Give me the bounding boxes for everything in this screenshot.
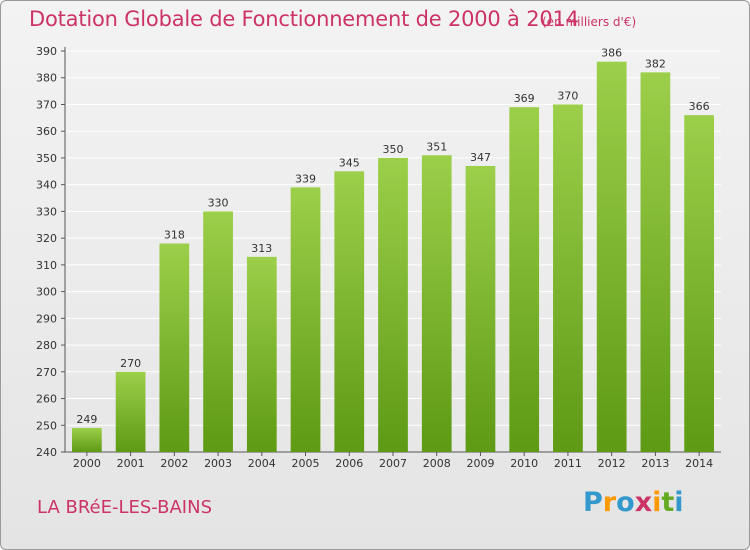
x-tick-label: 2003 — [204, 457, 232, 470]
bar — [378, 157, 408, 452]
y-tick-label: 320 — [36, 232, 57, 245]
x-tick-label: 2014 — [685, 457, 713, 470]
bar — [465, 165, 496, 452]
bar — [684, 115, 715, 452]
logo-letter: r — [602, 487, 617, 518]
bar — [159, 243, 190, 452]
bar-value-label: 382 — [645, 57, 666, 70]
bar-value-label: 330 — [208, 196, 229, 209]
bar-value-label: 345 — [339, 156, 360, 169]
y-tick-label: 270 — [36, 366, 57, 379]
x-tick-label: 2002 — [160, 457, 188, 470]
bar — [290, 187, 321, 452]
chart-title: Dotation Globale de Fonctionnement de 20… — [29, 7, 579, 31]
x-tick-label: 2009 — [466, 457, 494, 470]
logo-letter: P — [583, 487, 603, 518]
x-tick-label: 2004 — [248, 457, 276, 470]
bar-value-label: 351 — [426, 140, 447, 153]
x-tick-label: 2006 — [335, 457, 363, 470]
y-tick-label: 290 — [36, 312, 57, 325]
bar-value-label: 370 — [557, 89, 578, 102]
bar — [203, 211, 233, 452]
bar-value-label: 270 — [120, 357, 141, 370]
x-tick-label: 2005 — [292, 457, 320, 470]
y-tick-label: 250 — [36, 419, 57, 432]
y-tick-label: 340 — [36, 179, 57, 192]
x-tick-label: 2013 — [641, 457, 669, 470]
x-tick-label: 2008 — [423, 457, 451, 470]
x-tick-label: 2001 — [117, 457, 145, 470]
y-tick-label: 310 — [36, 259, 57, 272]
bar — [71, 427, 102, 452]
y-tick-label: 300 — [36, 286, 57, 299]
chart-unit: (en milliers d'€) — [542, 15, 637, 29]
bar — [596, 61, 627, 453]
proxiti-logo: Proxiti — [583, 487, 684, 518]
logo-letter: x — [634, 487, 653, 518]
bar-value-label: 339 — [295, 172, 316, 185]
bar — [509, 107, 540, 452]
bar — [334, 171, 365, 453]
x-tick-label: 2011 — [554, 457, 582, 470]
bar — [246, 256, 277, 452]
bar-value-label: 318 — [164, 228, 185, 241]
logo-letter: t — [661, 487, 675, 518]
bar-value-label: 347 — [470, 151, 491, 164]
place-name: LA BRéE-LES-BAINS — [37, 497, 213, 518]
bar-value-label: 350 — [383, 143, 404, 156]
y-tick-label: 330 — [36, 205, 57, 218]
logo-letter: i — [674, 487, 684, 518]
bar-value-label: 386 — [601, 47, 622, 60]
bar — [553, 104, 583, 452]
x-tick-label: 2010 — [510, 457, 538, 470]
y-tick-label: 360 — [36, 125, 57, 138]
x-tick-label: 2012 — [598, 457, 626, 470]
y-tick-label: 370 — [36, 98, 57, 111]
y-tick-label: 240 — [36, 446, 57, 459]
logo-letter: o — [616, 487, 635, 518]
y-tick-label: 390 — [36, 45, 57, 58]
y-tick-label: 280 — [36, 339, 57, 352]
y-tick-label: 350 — [36, 152, 57, 165]
bar-value-label: 369 — [514, 92, 535, 105]
bar — [421, 155, 452, 452]
y-tick-label: 380 — [36, 72, 57, 85]
bar-value-label: 366 — [689, 100, 710, 113]
bar — [640, 72, 671, 453]
bar-value-label: 313 — [251, 242, 272, 255]
bar-value-label: 249 — [76, 413, 97, 426]
logo-letter: i — [652, 487, 662, 518]
y-tick-label: 260 — [36, 393, 57, 406]
x-tick-label: 2000 — [73, 457, 101, 470]
bar — [115, 371, 146, 452]
x-tick-label: 2007 — [379, 457, 407, 470]
